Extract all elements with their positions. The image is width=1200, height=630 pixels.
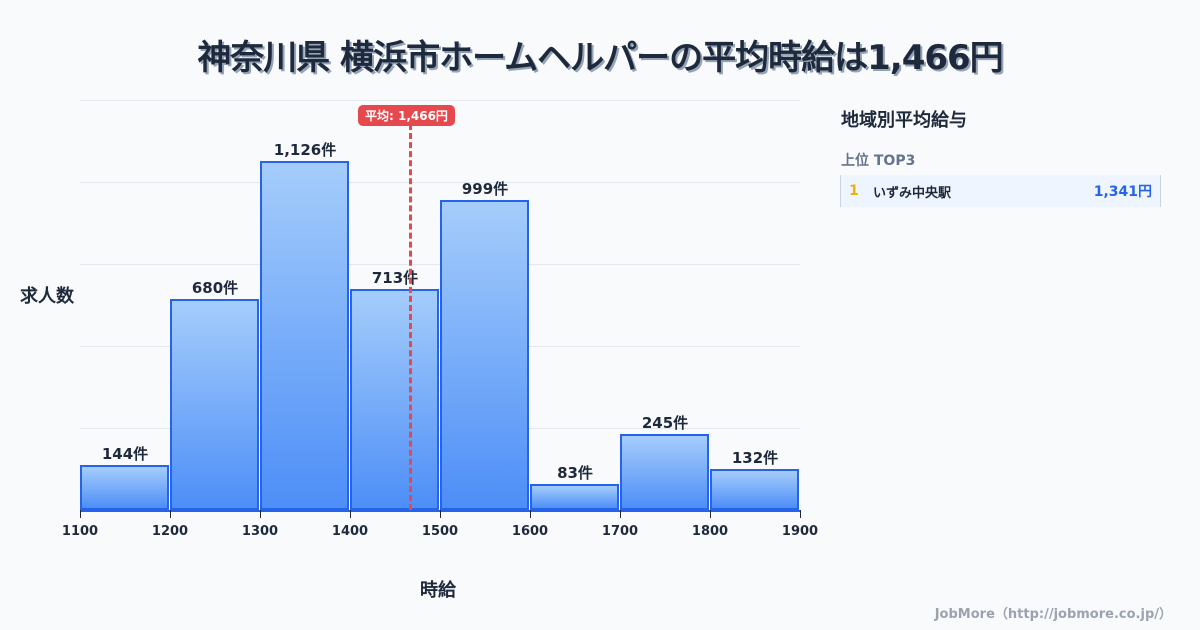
histogram-bar <box>710 469 799 510</box>
x-tick <box>260 510 261 518</box>
y-axis-label: 求人数 <box>20 286 74 307</box>
bar-value-label: 1,126件 <box>273 141 337 159</box>
rank-number: 1 <box>849 183 859 199</box>
x-axis-label: 時給 <box>420 580 456 601</box>
x-tick <box>440 510 441 518</box>
rank-row: 1 いずみ中央駅 1,341円 <box>840 175 1161 207</box>
x-tick-label: 1800 <box>691 524 729 539</box>
histogram-bar <box>170 299 259 510</box>
bar-value-label: 132件 <box>731 449 779 467</box>
bar-value-label: 245件 <box>641 414 689 432</box>
histogram-bar <box>620 434 709 510</box>
x-tick <box>530 510 531 518</box>
x-tick <box>620 510 621 518</box>
histogram-bar <box>440 200 529 510</box>
rank-value: 1,341円 <box>1093 184 1152 200</box>
rank-station-name: いずみ中央駅 <box>873 185 952 201</box>
chart-title: 神奈川県 横浜市ホームヘルパーの平均時給は1,466円 <box>197 38 1003 78</box>
x-tick-label: 1100 <box>61 524 99 539</box>
histogram-bar <box>260 161 349 510</box>
sidebar-title: 地域別平均給与 <box>841 110 967 131</box>
bar-value-label: 83件 <box>557 464 593 482</box>
x-tick-label: 1700 <box>601 524 639 539</box>
x-tick-label: 1200 <box>151 524 189 539</box>
gridline <box>80 100 800 101</box>
x-tick <box>350 510 351 518</box>
bar-value-label: 144件 <box>101 445 149 463</box>
average-line <box>409 124 412 510</box>
histogram-bar <box>350 289 439 510</box>
x-tick-label: 1600 <box>511 524 549 539</box>
histogram-bar <box>80 465 169 510</box>
x-tick <box>710 510 711 518</box>
bar-value-label: 713件 <box>371 269 419 287</box>
sidebar-subtitle: 上位 TOP3 <box>841 153 916 169</box>
histogram-plot-area: 144件 680件 1,126件 713件 999件 83件 245件 132件 <box>80 100 800 510</box>
x-tick <box>800 510 801 518</box>
average-badge: 平均: 1,466円 <box>358 105 455 126</box>
histogram-bar <box>530 484 619 510</box>
bar-value-label: 680件 <box>191 279 239 297</box>
x-tick-label: 1300 <box>241 524 279 539</box>
x-tick <box>80 510 81 518</box>
bar-value-label: 999件 <box>461 180 509 198</box>
footer-credit: JobMore（http://jobmore.co.jp/） <box>934 607 1172 622</box>
x-tick-label: 1500 <box>421 524 459 539</box>
x-tick-label: 1400 <box>331 524 369 539</box>
x-tick <box>170 510 171 518</box>
gridline <box>80 182 800 183</box>
x-tick-label: 1900 <box>781 524 819 539</box>
